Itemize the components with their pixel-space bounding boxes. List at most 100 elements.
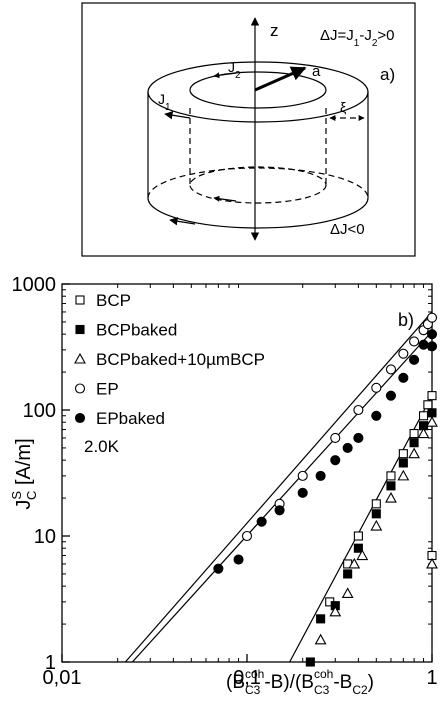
y-tick-label: 1000 <box>12 274 57 296</box>
data-point <box>385 364 397 375</box>
x-label-part: C3 <box>314 683 330 697</box>
outer-bottom-front <box>147 197 369 229</box>
legend-label: BCP <box>96 291 131 310</box>
subscript: 1 <box>354 38 360 49</box>
x-label-part: -B <box>333 672 352 693</box>
data-point <box>427 391 437 401</box>
data-point <box>398 458 408 468</box>
data-point <box>342 442 353 453</box>
x-label-part: -B)/(B <box>264 672 314 693</box>
x-label-part: coh <box>245 667 264 681</box>
legend-label: BCPbaked+10µmBCP <box>96 350 265 369</box>
y-label-part: S <box>9 491 24 500</box>
x-label-part: (B <box>226 672 245 693</box>
fit-line <box>131 331 432 662</box>
data-point <box>418 339 429 350</box>
data-point <box>371 410 382 421</box>
a-vector <box>254 66 307 92</box>
legend-marker <box>75 324 85 335</box>
data-point <box>370 519 383 531</box>
data-point <box>315 470 326 481</box>
data-point <box>426 416 438 427</box>
data-point <box>233 554 244 565</box>
data-point <box>297 470 308 481</box>
data-point <box>371 382 382 393</box>
data-point <box>353 531 363 541</box>
legend-marker <box>75 295 85 305</box>
data-point <box>353 432 364 444</box>
data-point <box>356 549 369 561</box>
data-point <box>427 408 437 418</box>
data-point <box>386 481 396 491</box>
data-point <box>330 455 341 466</box>
data-point <box>330 432 341 444</box>
data-point <box>426 557 438 569</box>
diagram-frame <box>81 2 416 257</box>
inner-bottom <box>189 166 327 204</box>
y-label-part: C <box>24 491 39 500</box>
delta-j-positive: ΔJ=J1-J2>0 <box>320 27 395 49</box>
legend-marker <box>74 352 86 364</box>
text-part: >0 <box>377 27 394 44</box>
legend-label: EPbaked <box>96 409 165 428</box>
x-tick-label: 0,01 <box>43 667 82 689</box>
j1-label: J1 <box>158 91 171 113</box>
data-point <box>409 438 419 448</box>
fit-line <box>124 311 432 662</box>
text-part: J <box>158 91 165 107</box>
current-arrow <box>164 111 191 120</box>
xi-label: ξ <box>340 99 346 115</box>
legend-label: EP <box>96 380 119 399</box>
data-point <box>343 569 353 579</box>
data-point <box>371 509 381 519</box>
outer-top <box>147 61 369 123</box>
delta-j-negative: ΔJ<0 <box>330 221 365 238</box>
outer-bottom-back <box>147 167 369 199</box>
data-point <box>297 487 308 498</box>
data-point <box>329 605 342 617</box>
x-tick-label: 0,1 <box>233 667 261 689</box>
panel-label: a) <box>380 65 395 84</box>
panel-label: b) <box>398 310 414 330</box>
current-arrow <box>213 72 237 79</box>
chart: 1 10 100 1000 0,01 0,1 1 BCP BCPbaked BCPbaked+10… <box>9 274 438 697</box>
data-point <box>409 336 420 347</box>
data-point <box>423 400 433 410</box>
y-axis-label: JSC [A/m] <box>9 438 39 509</box>
a-label: a <box>312 63 321 80</box>
text-part: -J <box>359 27 372 44</box>
data-point <box>417 427 430 439</box>
data-point <box>353 543 363 553</box>
data-point <box>408 447 421 459</box>
data-point <box>418 411 429 421</box>
data-point <box>385 390 397 401</box>
data-point <box>213 563 224 574</box>
data-point <box>241 530 253 542</box>
data-point <box>371 499 381 509</box>
x-label-part: C3 <box>245 683 261 697</box>
data-point <box>398 449 408 459</box>
x-axis-label: (BC3coh-B)/(BC3coh-BC2) <box>226 667 374 697</box>
data-point <box>256 516 267 527</box>
inner-top <box>189 71 327 109</box>
data-point <box>385 491 397 503</box>
subscript: 2 <box>235 70 241 81</box>
x-label-part: ) <box>368 672 374 693</box>
y-tick-label: 10 <box>34 526 56 548</box>
data-point <box>397 469 410 481</box>
x-tick-label: 1 <box>426 667 437 689</box>
fit-line <box>289 395 432 662</box>
text-part: ΔJ=J <box>320 27 354 44</box>
annotation: 2.0K <box>84 437 120 456</box>
legend-marker <box>74 412 86 424</box>
j2-label: J2 <box>228 59 241 81</box>
diagram: z ΔJ=J1-J2>0 J2 J1 a ξ a) ΔJ<0 <box>81 2 416 257</box>
current-arrow <box>213 195 237 202</box>
data-point <box>426 312 438 323</box>
current-arrow <box>169 217 196 226</box>
data-point <box>348 557 361 569</box>
data-point <box>409 354 420 365</box>
data-point <box>398 348 409 359</box>
data-point <box>341 587 354 598</box>
